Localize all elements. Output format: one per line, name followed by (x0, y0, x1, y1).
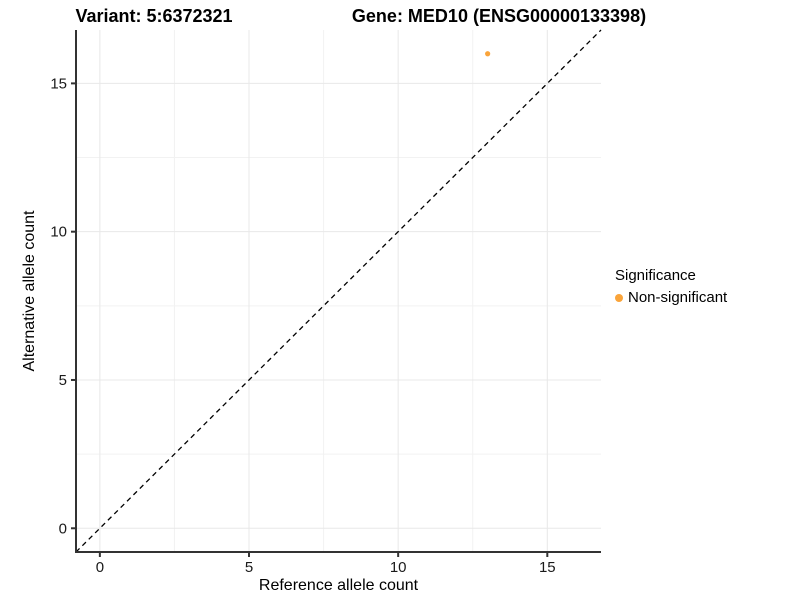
legend-title: Significance (615, 267, 696, 284)
x-tick-label: 5 (245, 559, 253, 576)
identity-line (75, 29, 602, 553)
data-point (485, 51, 491, 57)
legend: Significance Non-significant (615, 266, 727, 307)
y-axis-title: Alternative allele count (21, 210, 38, 372)
y-tick-label: 5 (59, 372, 67, 389)
legend-item-label: Non-significant (628, 289, 728, 306)
legend-item: Non-significant (615, 288, 727, 307)
x-tick-label: 0 (96, 559, 104, 576)
y-tick-label: 10 (50, 224, 67, 241)
y-tick-label: 15 (50, 75, 67, 92)
gene-title: Gene: MED10 (ENSG00000133398) (351, 6, 647, 26)
variant-title: Variant: 5:6372321 (75, 6, 233, 26)
x-tick-label: 15 (539, 559, 556, 576)
y-tick-label: 0 (59, 520, 67, 537)
x-axis-title: Reference allele count (259, 577, 419, 594)
legend-point-icon (615, 293, 623, 302)
x-tick-label: 10 (390, 559, 407, 576)
